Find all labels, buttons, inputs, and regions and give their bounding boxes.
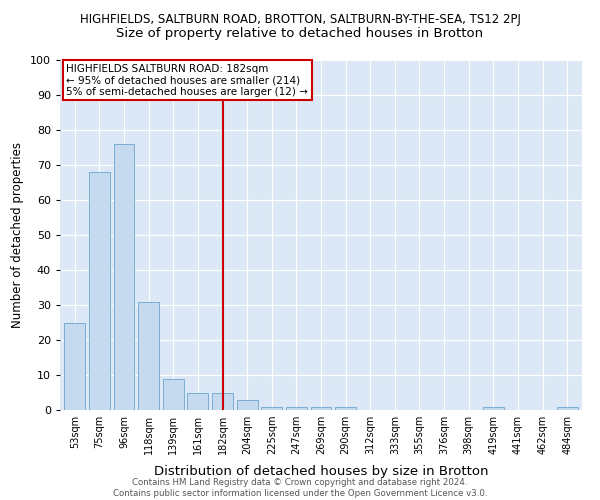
Bar xyxy=(286,406,307,410)
Bar xyxy=(557,406,578,410)
Text: HIGHFIELDS, SALTBURN ROAD, BROTTON, SALTBURN-BY-THE-SEA, TS12 2PJ: HIGHFIELDS, SALTBURN ROAD, BROTTON, SALT… xyxy=(80,12,520,26)
Bar xyxy=(138,302,159,410)
Bar xyxy=(187,392,208,410)
Bar xyxy=(89,172,110,410)
Bar xyxy=(483,406,504,410)
Bar xyxy=(261,406,282,410)
X-axis label: Distribution of detached houses by size in Brotton: Distribution of detached houses by size … xyxy=(154,466,488,478)
Text: Contains HM Land Registry data © Crown copyright and database right 2024.
Contai: Contains HM Land Registry data © Crown c… xyxy=(113,478,487,498)
Bar xyxy=(236,400,257,410)
Bar xyxy=(64,322,85,410)
Text: Size of property relative to detached houses in Brotton: Size of property relative to detached ho… xyxy=(116,28,484,40)
Bar xyxy=(113,144,134,410)
Bar xyxy=(163,378,184,410)
Y-axis label: Number of detached properties: Number of detached properties xyxy=(11,142,25,328)
Bar xyxy=(335,406,356,410)
Text: HIGHFIELDS SALTBURN ROAD: 182sqm
← 95% of detached houses are smaller (214)
5% o: HIGHFIELDS SALTBURN ROAD: 182sqm ← 95% o… xyxy=(66,64,308,96)
Bar xyxy=(212,392,233,410)
Bar xyxy=(311,406,331,410)
